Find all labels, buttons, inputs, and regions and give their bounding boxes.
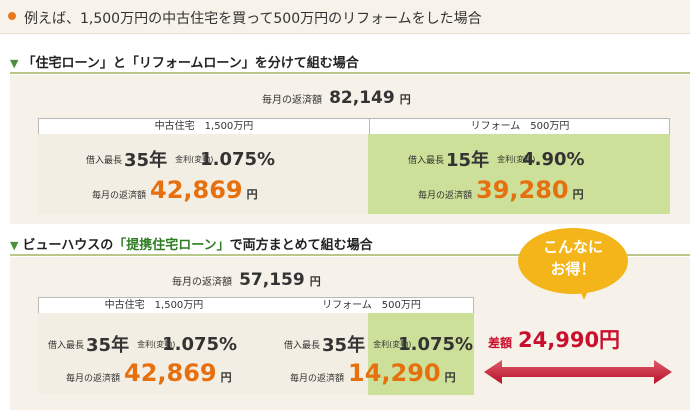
section1-monthly-total: 毎月の返済額 82,149 円 xyxy=(262,88,411,108)
section2-right-rate-line: 借入最長 35年 金利(変動) 1.075% xyxy=(284,333,474,357)
section1-head-divider xyxy=(369,119,370,134)
savings-bubble xyxy=(518,228,628,294)
section1-rule xyxy=(10,72,690,74)
savings-bubble-tail xyxy=(576,282,592,300)
bullet-icon xyxy=(8,12,16,20)
section2-left-pay-line: 毎月の返済額 42,869 円 xyxy=(66,359,232,387)
section1-left-head: 中古住宅 1,500万円 xyxy=(154,121,254,132)
section2-right-pay-line: 毎月の返済額 14,290 円 xyxy=(290,359,456,387)
section2-left-rate-line: 借入最長 35年 金利(変動) 1.075% xyxy=(48,333,238,357)
header-text: 例えば、1,500万円の中古住宅を買って500万円のリフォームをした場合 xyxy=(24,11,482,27)
header-bar: 例えば、1,500万円の中古住宅を買って500万円のリフォームをした場合 xyxy=(0,0,690,34)
section2-head-row: 中古住宅 1,500万円 リフォーム 500万円 xyxy=(38,297,474,313)
section1-head-row: 中古住宅 1,500万円 リフォーム 500万円 xyxy=(38,118,670,134)
section2-monthly-total: 毎月の返済額 57,159 円 xyxy=(172,270,321,290)
section1-left-rate-line: 借入最長 35年 金利(変動) 1.075% xyxy=(86,148,276,172)
section2-rule xyxy=(10,254,690,256)
double-arrow-icon xyxy=(484,360,672,384)
section2-right-head: リフォーム 500万円 xyxy=(322,300,421,311)
section1-right-head: リフォーム 500万円 xyxy=(470,121,570,132)
section1-right-box: 借入最長 15年 金利(変動) 4.90% 毎月の返済額 39,280 円 xyxy=(368,134,670,214)
difference-amount: 差額 24,990円 xyxy=(488,328,621,352)
section1-title: ▼ 「住宅ローン」と「リフォームローン」を分けて組む場合 xyxy=(10,56,359,71)
section1-left-pay-line: 毎月の返済額 42,869 円 xyxy=(92,176,258,204)
section1-right-rate-line: 借入最長 15年 金利(変動) 4.90% xyxy=(408,148,585,172)
section1-left-box: 借入最長 35年 金利(変動) 1.075% 毎月の返済額 42,869 円 xyxy=(38,134,368,214)
savings-bubble-text: こんなに お得！ xyxy=(542,238,603,278)
triangle-down-icon: ▼ xyxy=(10,57,19,70)
section1-right-pay-line: 毎月の返済額 39,280 円 xyxy=(418,176,584,204)
section2-rate-highlight xyxy=(368,313,474,395)
section2-box: 借入最長 35年 金利(変動) 1.075% 毎月の返済額 42,869 円 借… xyxy=(38,313,474,395)
triangle-down-icon: ▼ xyxy=(10,239,19,252)
section2-title: ▼ ビューハウスの「提携住宅ローン」で両方まとめて組む場合 xyxy=(10,238,373,253)
section2-left-head: 中古住宅 1,500万円 xyxy=(104,300,204,311)
